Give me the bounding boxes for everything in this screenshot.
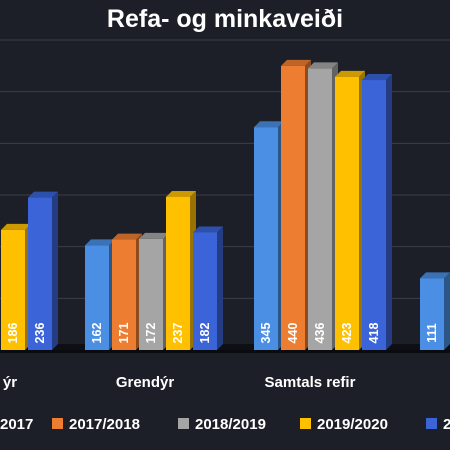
bar-top — [308, 62, 338, 69]
legend-swatch — [426, 418, 437, 429]
bar-top — [362, 74, 392, 81]
legend-item: 2017 — [0, 416, 33, 433]
bar — [254, 121, 284, 350]
bar-top — [335, 70, 365, 77]
data-labels: 186 236 162 171 172 237 182 345 440 436 423 418 111 — [6, 323, 439, 344]
bar — [308, 62, 338, 351]
data-label: 236 — [33, 323, 47, 344]
bar — [281, 59, 311, 350]
bar-front — [28, 197, 52, 350]
bar-front — [420, 278, 444, 350]
data-label: 171 — [117, 323, 131, 344]
bar — [28, 191, 58, 350]
data-label: 182 — [198, 323, 212, 344]
legend-label: 2017 — [0, 416, 33, 433]
bar — [139, 232, 169, 350]
category-labels: ýr Grendýr Samtals refir — [3, 374, 356, 391]
legend-item: 20 — [426, 416, 450, 433]
bar-side — [386, 74, 392, 351]
bar-top — [139, 232, 169, 239]
bar-front — [193, 232, 217, 350]
bar-front — [335, 76, 359, 350]
bar-side — [444, 272, 450, 350]
data-label: 440 — [286, 323, 300, 344]
bar-front — [254, 127, 278, 350]
legend-item: 2019/2020 — [300, 416, 388, 433]
floor-front — [0, 350, 450, 353]
bar — [420, 272, 450, 350]
legend-item: 2018/2019 — [178, 416, 266, 433]
bar-top — [112, 233, 142, 240]
bar-top — [1, 223, 31, 230]
legend-label: 2019/2020 — [317, 416, 388, 433]
data-label: 172 — [144, 323, 158, 344]
legend-label: 20 — [443, 416, 450, 433]
bar-side — [52, 191, 58, 350]
category-label: ýr — [3, 374, 17, 391]
bars — [1, 59, 450, 351]
data-label: 423 — [340, 323, 354, 344]
bar-front — [281, 65, 305, 350]
data-label: 186 — [6, 323, 20, 344]
bar-top — [281, 59, 311, 66]
legend-swatch — [52, 418, 63, 429]
bar-front — [112, 239, 136, 350]
bar-side — [217, 226, 223, 350]
legend-label: 2018/2019 — [195, 416, 266, 433]
data-label: 418 — [367, 323, 381, 344]
category-label: Samtals refir — [265, 374, 356, 391]
bar-front — [308, 68, 332, 351]
bar — [362, 74, 392, 351]
bar-front — [85, 245, 109, 350]
legend-label: 2017/2018 — [69, 416, 140, 433]
legend-swatch — [300, 418, 311, 429]
bar — [193, 226, 223, 350]
legend-item: 2017/2018 — [52, 416, 140, 433]
data-label: 162 — [90, 323, 104, 344]
chart-title: Refa- og minkaveiði — [107, 5, 343, 33]
bar-front — [1, 229, 25, 350]
data-label: 436 — [313, 323, 327, 344]
bar — [335, 70, 365, 350]
bar-top — [420, 272, 450, 279]
data-label: 111 — [425, 323, 439, 343]
bar-top — [254, 121, 284, 128]
bar-top — [193, 226, 223, 233]
bar-top — [85, 239, 115, 246]
data-label: 237 — [171, 323, 185, 344]
bar-front — [362, 80, 386, 351]
legend: 2017 2017/2018 2018/2019 2019/2020 20 — [0, 416, 450, 433]
bar-top — [166, 190, 196, 197]
bar-front — [166, 196, 190, 350]
category-label: Grendýr — [116, 374, 175, 391]
data-label: 345 — [259, 323, 273, 344]
bar-top — [28, 191, 58, 198]
bar-front — [139, 238, 163, 350]
legend-swatch — [178, 418, 189, 429]
gridlines — [0, 39, 450, 351]
